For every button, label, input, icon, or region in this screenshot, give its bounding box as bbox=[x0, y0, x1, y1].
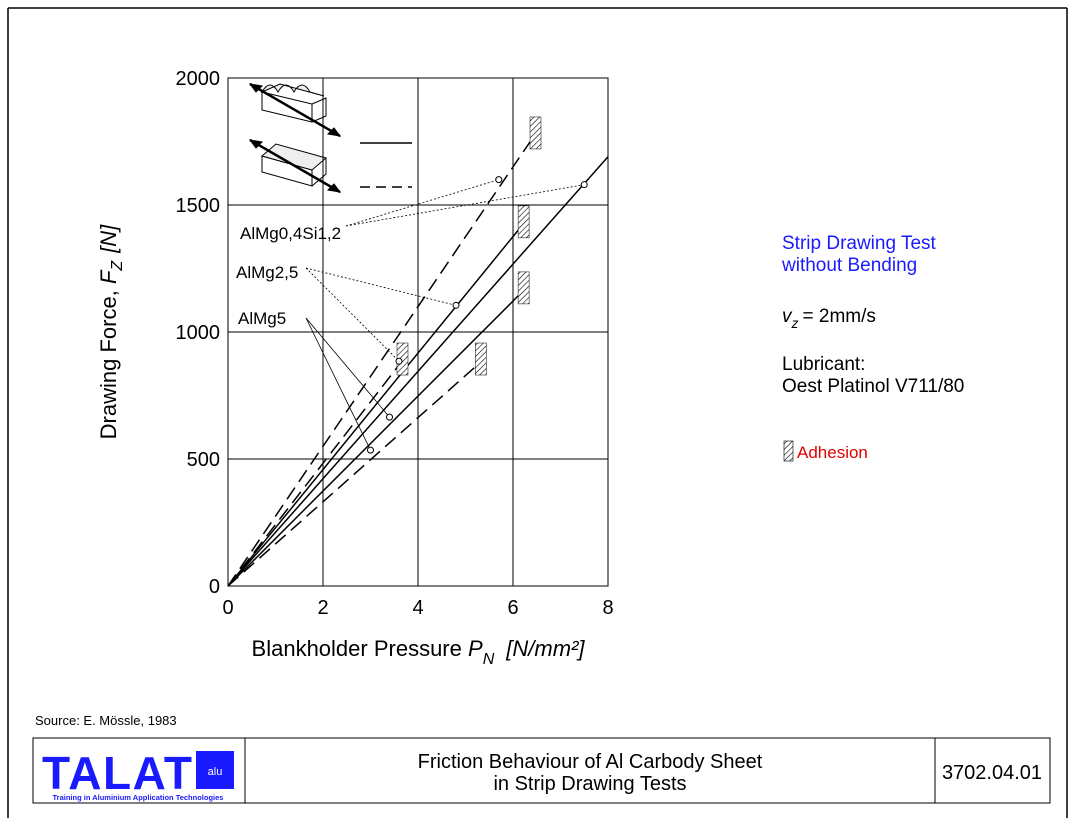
adhesion-icon bbox=[784, 441, 793, 461]
y-tick-label: 1000 bbox=[176, 322, 221, 344]
line bbox=[228, 294, 520, 586]
source: Source: E. Mössle, 1983 bbox=[35, 713, 177, 728]
adhesion-mark bbox=[518, 272, 529, 304]
lubricant: Lubricant: bbox=[782, 354, 865, 375]
logo-badge-text: alu bbox=[208, 766, 223, 778]
logo: TALAT bbox=[42, 747, 192, 799]
data-point bbox=[453, 302, 459, 308]
x-tick-label: 4 bbox=[412, 597, 423, 619]
line bbox=[228, 365, 477, 586]
x-tick-label: 2 bbox=[317, 597, 328, 619]
y-tick-label: 500 bbox=[187, 449, 220, 471]
footer-title: in Strip Drawing Tests bbox=[493, 773, 686, 795]
legend-icons bbox=[250, 84, 412, 192]
data-point bbox=[368, 447, 374, 453]
x-tick-label: 8 bbox=[602, 597, 613, 619]
code: 3702.04.01 bbox=[942, 762, 1042, 784]
data-point bbox=[387, 414, 393, 420]
annotation-label: AlMg0,4Si1,2 bbox=[240, 224, 341, 243]
tagline: Training in Aluminium Application Techno… bbox=[53, 793, 224, 802]
lubricant: Oest Platinol V711/80 bbox=[782, 376, 964, 397]
adhesion-mark bbox=[518, 206, 529, 238]
y-tick-label: 0 bbox=[209, 576, 220, 598]
data-point bbox=[581, 182, 587, 188]
data-point bbox=[496, 177, 502, 183]
footer-title: Friction Behaviour of Al Carbody Sheet bbox=[418, 751, 763, 773]
x-tick-label: 0 bbox=[222, 597, 233, 619]
annotation-label: AlMg5 bbox=[238, 309, 286, 328]
adhesion-mark bbox=[475, 343, 486, 375]
x-tick-label: 6 bbox=[507, 597, 518, 619]
y-tick-label: 1500 bbox=[176, 195, 221, 217]
y-axis-label: Drawing Force, FZ[N] bbox=[96, 224, 126, 440]
y-tick-label: 2000 bbox=[176, 68, 221, 90]
data-point bbox=[396, 358, 402, 364]
side-title: Strip Drawing Test bbox=[782, 233, 937, 254]
side-title: without Bending bbox=[781, 255, 917, 276]
x-axis-label: Blankholder Pressure PN[N/mm²] bbox=[252, 636, 586, 668]
annotation-leader bbox=[306, 318, 371, 450]
speed: vz= 2mm/s bbox=[782, 306, 876, 331]
annotation-label: AlMg2,5 bbox=[236, 263, 298, 282]
annotation-leader bbox=[306, 268, 456, 305]
page: Drawing Force, FZ[N] Blankholder Pressur… bbox=[0, 0, 1075, 820]
adhesion-label: Adhesion bbox=[797, 443, 868, 462]
adhesion-mark bbox=[530, 117, 541, 149]
